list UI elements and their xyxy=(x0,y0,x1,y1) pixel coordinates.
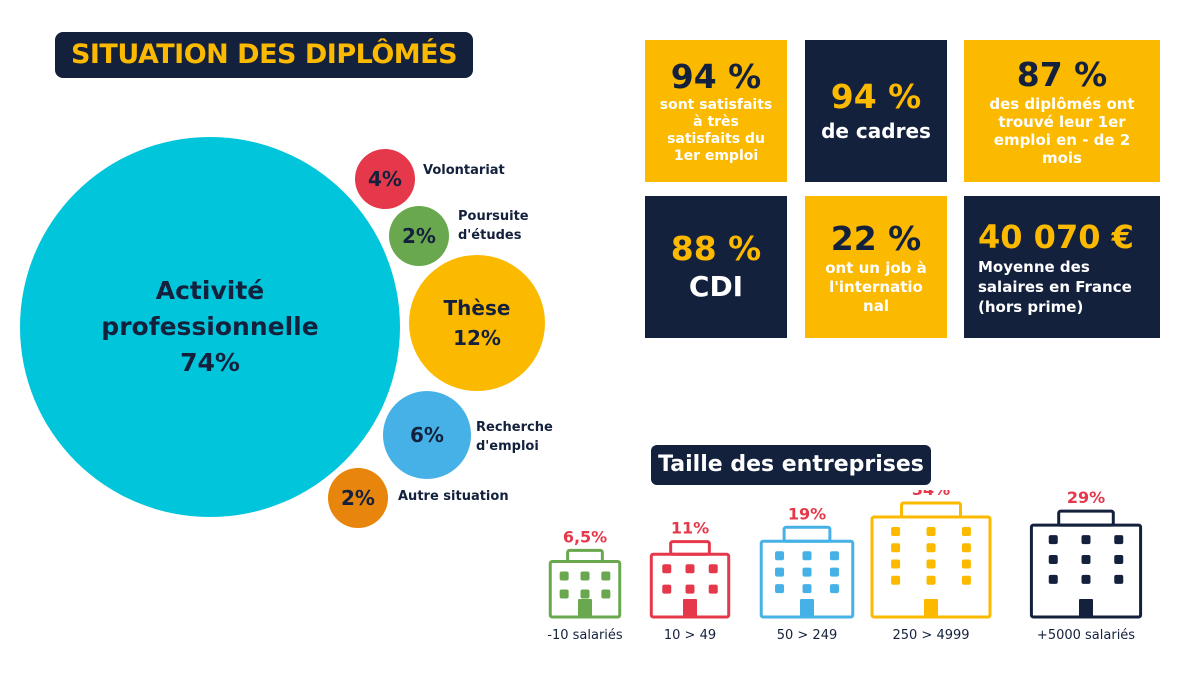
stat-text: Moyenne des salaires en France (hors pri… xyxy=(978,258,1132,316)
company-size-chart: 6,5% -10 salariés 11% 10 > 49 19% 50 > 249 34%… xyxy=(547,490,1143,643)
bubble-activite-label: Activité professionnelle xyxy=(101,276,319,341)
bubble-these-label: Thèse xyxy=(443,296,511,320)
page-title: SITUATION DES DIPLÔMÉS xyxy=(55,32,473,78)
stat-value: 22 % xyxy=(830,218,922,258)
stat-value: 94 % xyxy=(670,57,762,96)
stat-text: CDI xyxy=(688,270,744,303)
bubble-activite-value: 74% xyxy=(180,348,240,377)
stat-card-salaire: 40 070 € Moyenne des salaires en France … xyxy=(964,196,1160,338)
stat-text: sont satisfaits à très satisfaits du 1er… xyxy=(659,97,773,164)
company-size-category-label: -10 salariés xyxy=(547,628,623,643)
bubble-activite: Activité professionnelle 74% xyxy=(20,137,400,517)
bubble-poursuite-value: 2% xyxy=(402,224,436,248)
stat-text: de cadres xyxy=(821,119,931,143)
stat-value: 88 % xyxy=(670,229,762,268)
company-size-bar xyxy=(1029,509,1143,619)
bubble-these: Thèse 12% xyxy=(409,255,545,391)
stat-text: des diplômés ont trouvé leur 1er emploi … xyxy=(989,95,1135,167)
bubble-recherche-value: 6% xyxy=(410,423,444,447)
company-size-bar xyxy=(870,501,992,619)
bubble-volontariat: 4% xyxy=(355,149,415,209)
stat-value: 40 070 € xyxy=(978,218,1134,256)
company-size-value-label: 19% xyxy=(788,504,826,523)
label-autre: Autre situation xyxy=(398,489,509,504)
company-size-bar xyxy=(759,525,855,619)
company-size-value-label: 11% xyxy=(671,519,709,538)
company-size-bar xyxy=(649,540,731,619)
stat-value: 94 % xyxy=(830,77,922,116)
label-volontariat: Volontariat xyxy=(423,163,505,178)
company-size-bar xyxy=(548,548,622,619)
company-size-category-label: 250 > 4999 xyxy=(892,628,969,643)
stat-card-premier-emploi: 87 % des diplômés ont trouvé leur 1er em… xyxy=(964,40,1160,182)
bubble-these-value: 12% xyxy=(453,326,501,350)
stat-card-satisfaits: 94 % sont satisfaits à très satisfaits d… xyxy=(645,40,787,182)
company-size-value-label: 6,5% xyxy=(563,527,607,546)
company-size-category-label: +5000 salariés xyxy=(1037,628,1135,643)
stat-value: 87 % xyxy=(1016,55,1108,94)
company-size-value-label: 34% xyxy=(912,490,950,499)
stat-text: ont un job à l'internatio nal xyxy=(825,258,927,315)
company-size-title: Taille des entreprises xyxy=(651,445,931,485)
label-poursuite: Poursuite d'études xyxy=(458,209,529,243)
bubble-recherche: 6% xyxy=(383,391,471,479)
bubble-poursuite: 2% xyxy=(389,206,449,266)
label-recherche: Recherche d'emploi xyxy=(476,420,553,454)
company-size-value-label: 29% xyxy=(1067,490,1105,507)
company-size-category-label: 10 > 49 xyxy=(664,628,716,643)
stat-card-cadres: 94 % de cadres xyxy=(805,40,947,182)
stat-card-international: 22 % ont un job à l'internatio nal xyxy=(805,196,947,338)
bubble-autre: 2% xyxy=(328,468,388,528)
bubble-autre-value: 2% xyxy=(341,486,375,510)
bubble-volontariat-value: 4% xyxy=(368,167,402,191)
company-size-category-label: 50 > 249 xyxy=(777,628,838,643)
stat-card-cdi: 88 % CDI xyxy=(645,196,787,338)
